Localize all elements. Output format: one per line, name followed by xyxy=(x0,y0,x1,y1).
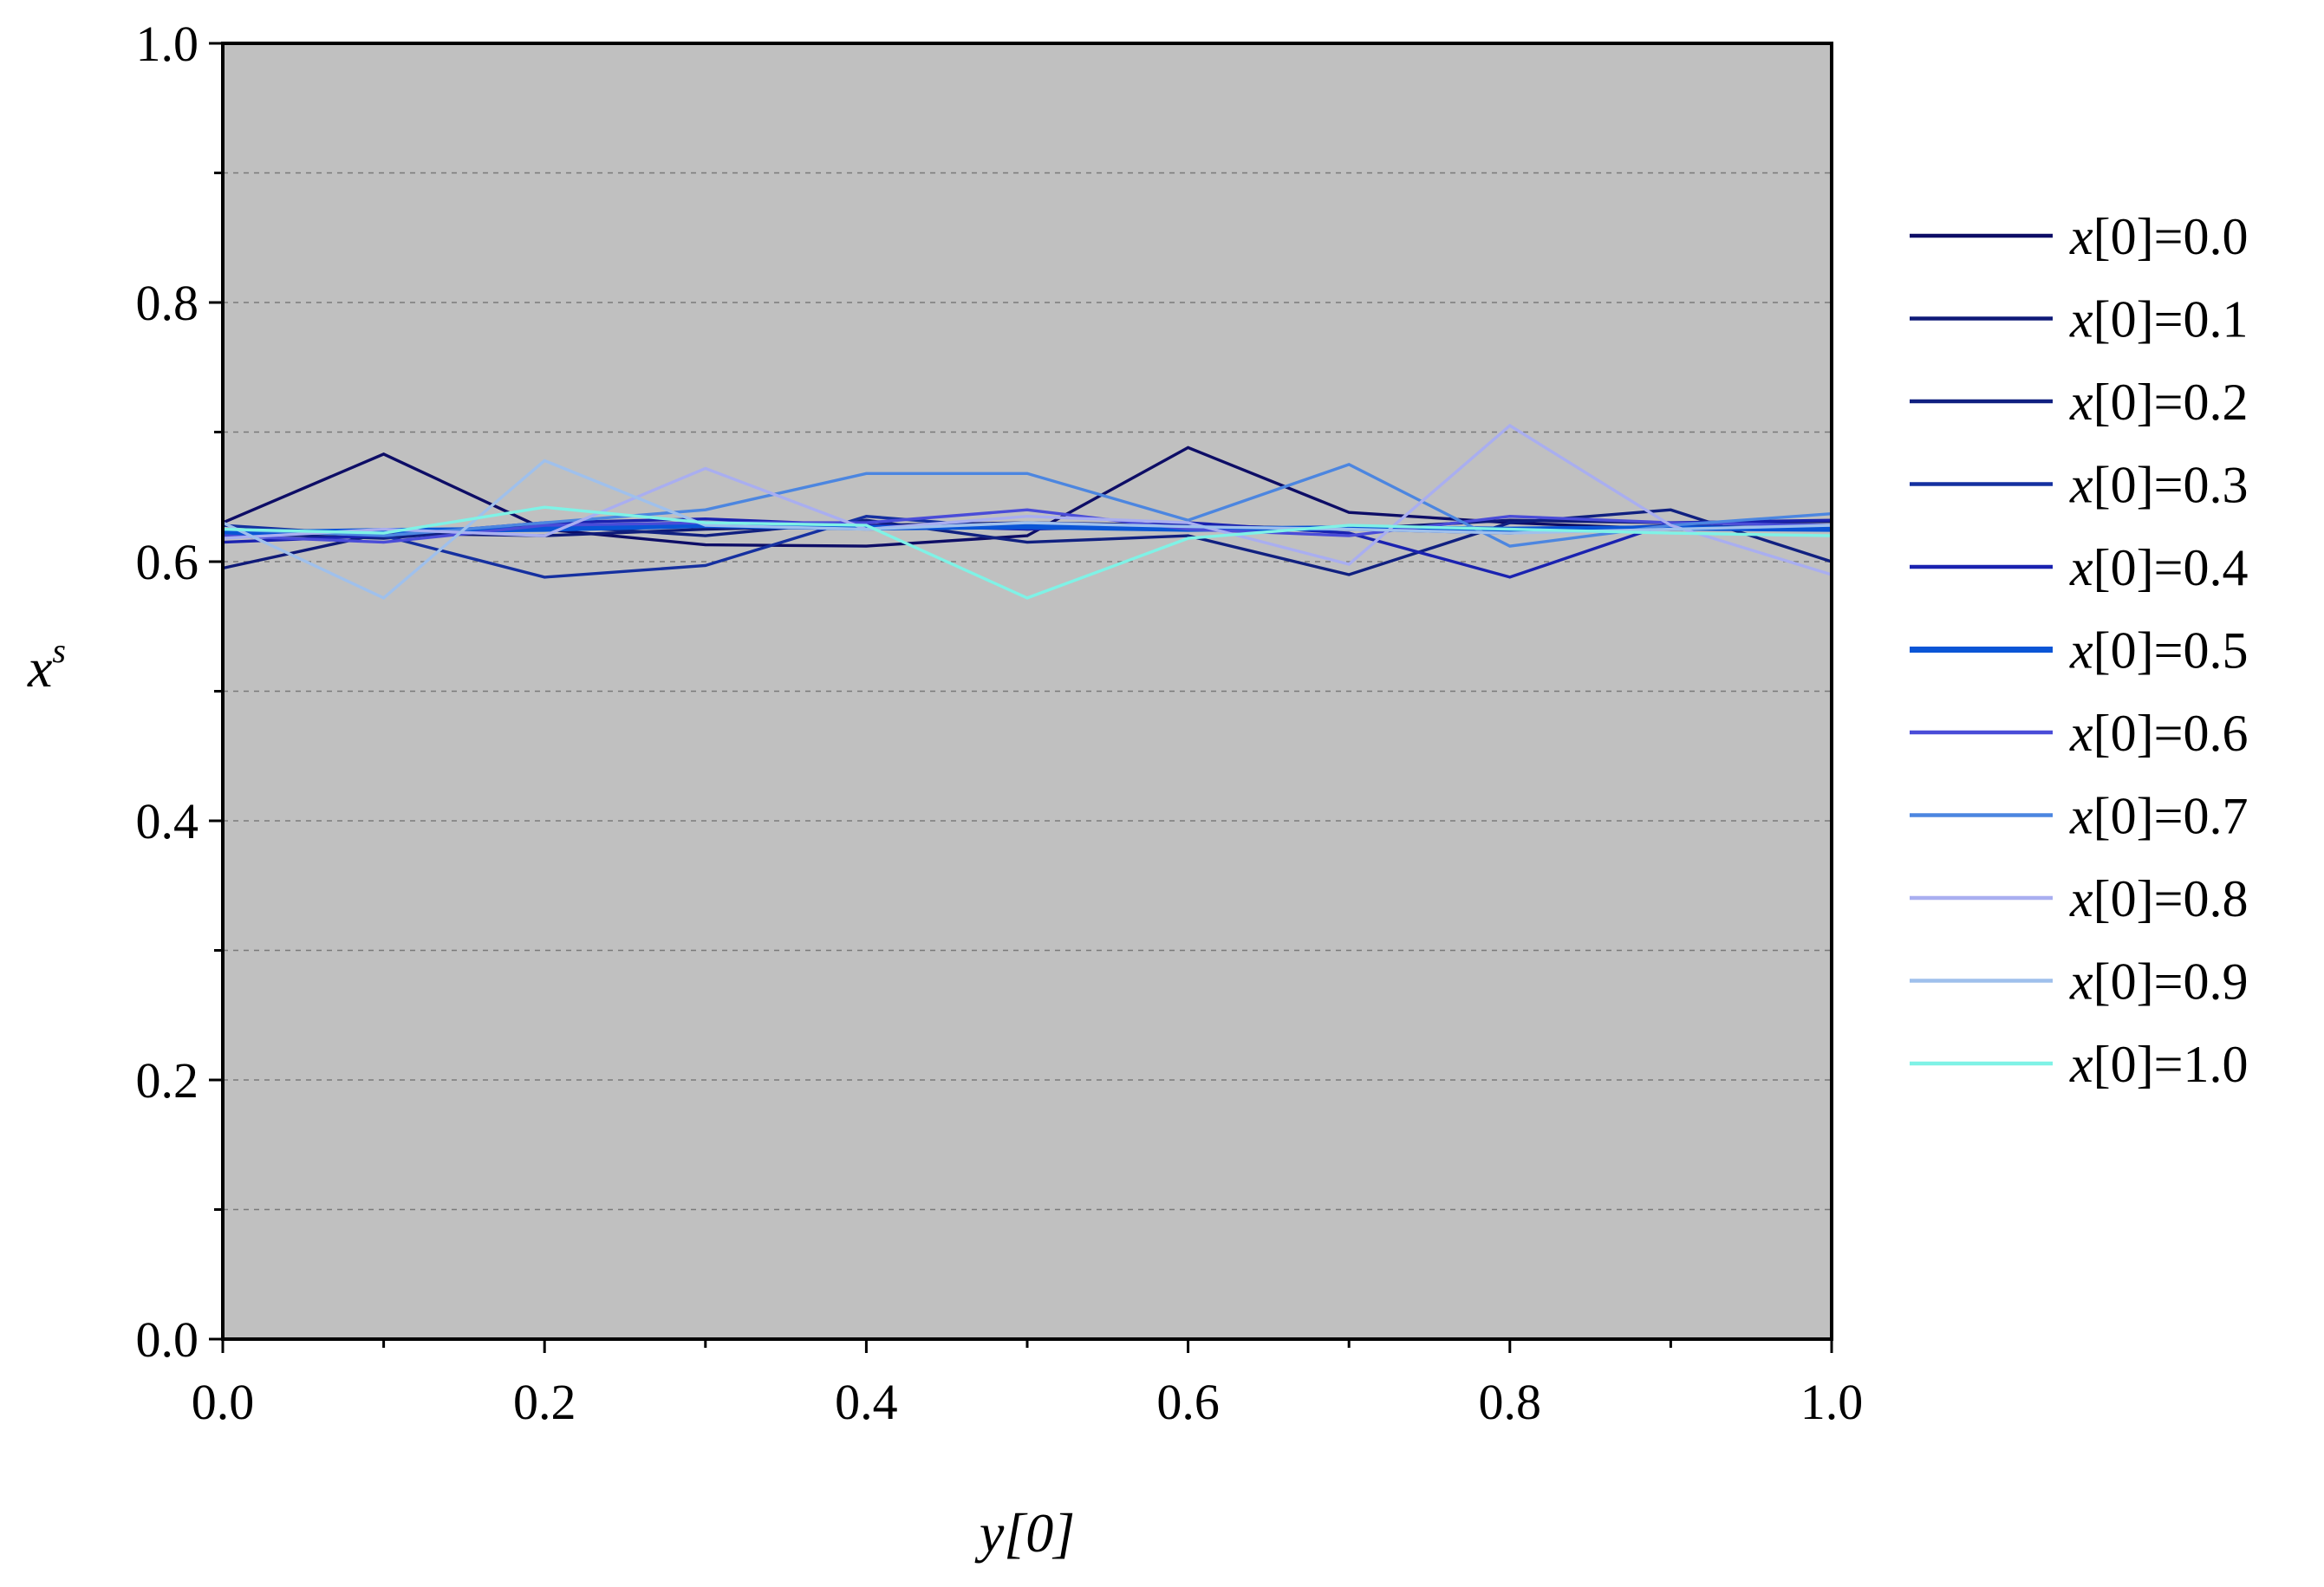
series-lines xyxy=(222,423,1833,600)
x-tick-label: 0.2 xyxy=(513,1374,576,1430)
legend-entry-8: x[0]=0.8 xyxy=(2069,870,2248,927)
y-axis-label-superscript: s xyxy=(52,631,66,670)
legend: x[0]=0.0 x[0]=0.1 x[0]=0.2 x[0]=0.3 x[0]=0.4… xyxy=(1910,208,2248,1093)
legend-entry-1: x[0]=0.1 xyxy=(2069,291,2248,348)
series-line-0 xyxy=(222,446,1833,548)
y-tick-label: 1.0 xyxy=(136,16,199,72)
x-tick-label: 0.0 xyxy=(192,1374,255,1430)
y-tick-label: 0.4 xyxy=(136,793,199,849)
series-line-7 xyxy=(222,463,1833,548)
x-tick-label: 0.8 xyxy=(1479,1374,1542,1430)
y-axis-label: xs xyxy=(27,631,66,699)
gridlines xyxy=(223,172,1832,1211)
legend-entry-6: x[0]=0.6 xyxy=(2069,705,2248,762)
legend-entry-3: x[0]=0.3 xyxy=(2069,457,2248,514)
x-axis-label: y[0] xyxy=(974,1502,1075,1564)
legend-entry-9: x[0]=0.9 xyxy=(2069,953,2248,1011)
x-tick-label: 1.0 xyxy=(1800,1374,1864,1430)
legend-entry-5: x[0]=0.5 xyxy=(2069,622,2248,680)
y-tick-label: 0.2 xyxy=(136,1052,199,1109)
x-tick-label: 0.4 xyxy=(835,1374,898,1430)
y-tick-label: 0.6 xyxy=(136,534,199,590)
x-tick-label: 0.6 xyxy=(1156,1374,1220,1430)
legend-entry-2: x[0]=0.2 xyxy=(2069,374,2248,431)
series-line-10 xyxy=(222,505,1833,600)
series-line-8 xyxy=(222,423,1833,576)
legend-entry-10: x[0]=1.0 xyxy=(2069,1036,2248,1093)
legend-entry-7: x[0]=0.7 xyxy=(2069,788,2248,845)
series-line-6 xyxy=(222,508,1833,544)
y-tick-label: 0.8 xyxy=(136,275,199,331)
legend-entry-0: x[0]=0.0 xyxy=(2069,208,2248,265)
legend-entry-4: x[0]=0.4 xyxy=(2069,539,2248,596)
y-tick-label: 0.0 xyxy=(136,1311,199,1368)
axes: 0.0 0.2 0.4 0.6 0.8 1.0 0.0 0.2 0.4 0.6 0.8 1.0 xyxy=(136,16,1864,1430)
